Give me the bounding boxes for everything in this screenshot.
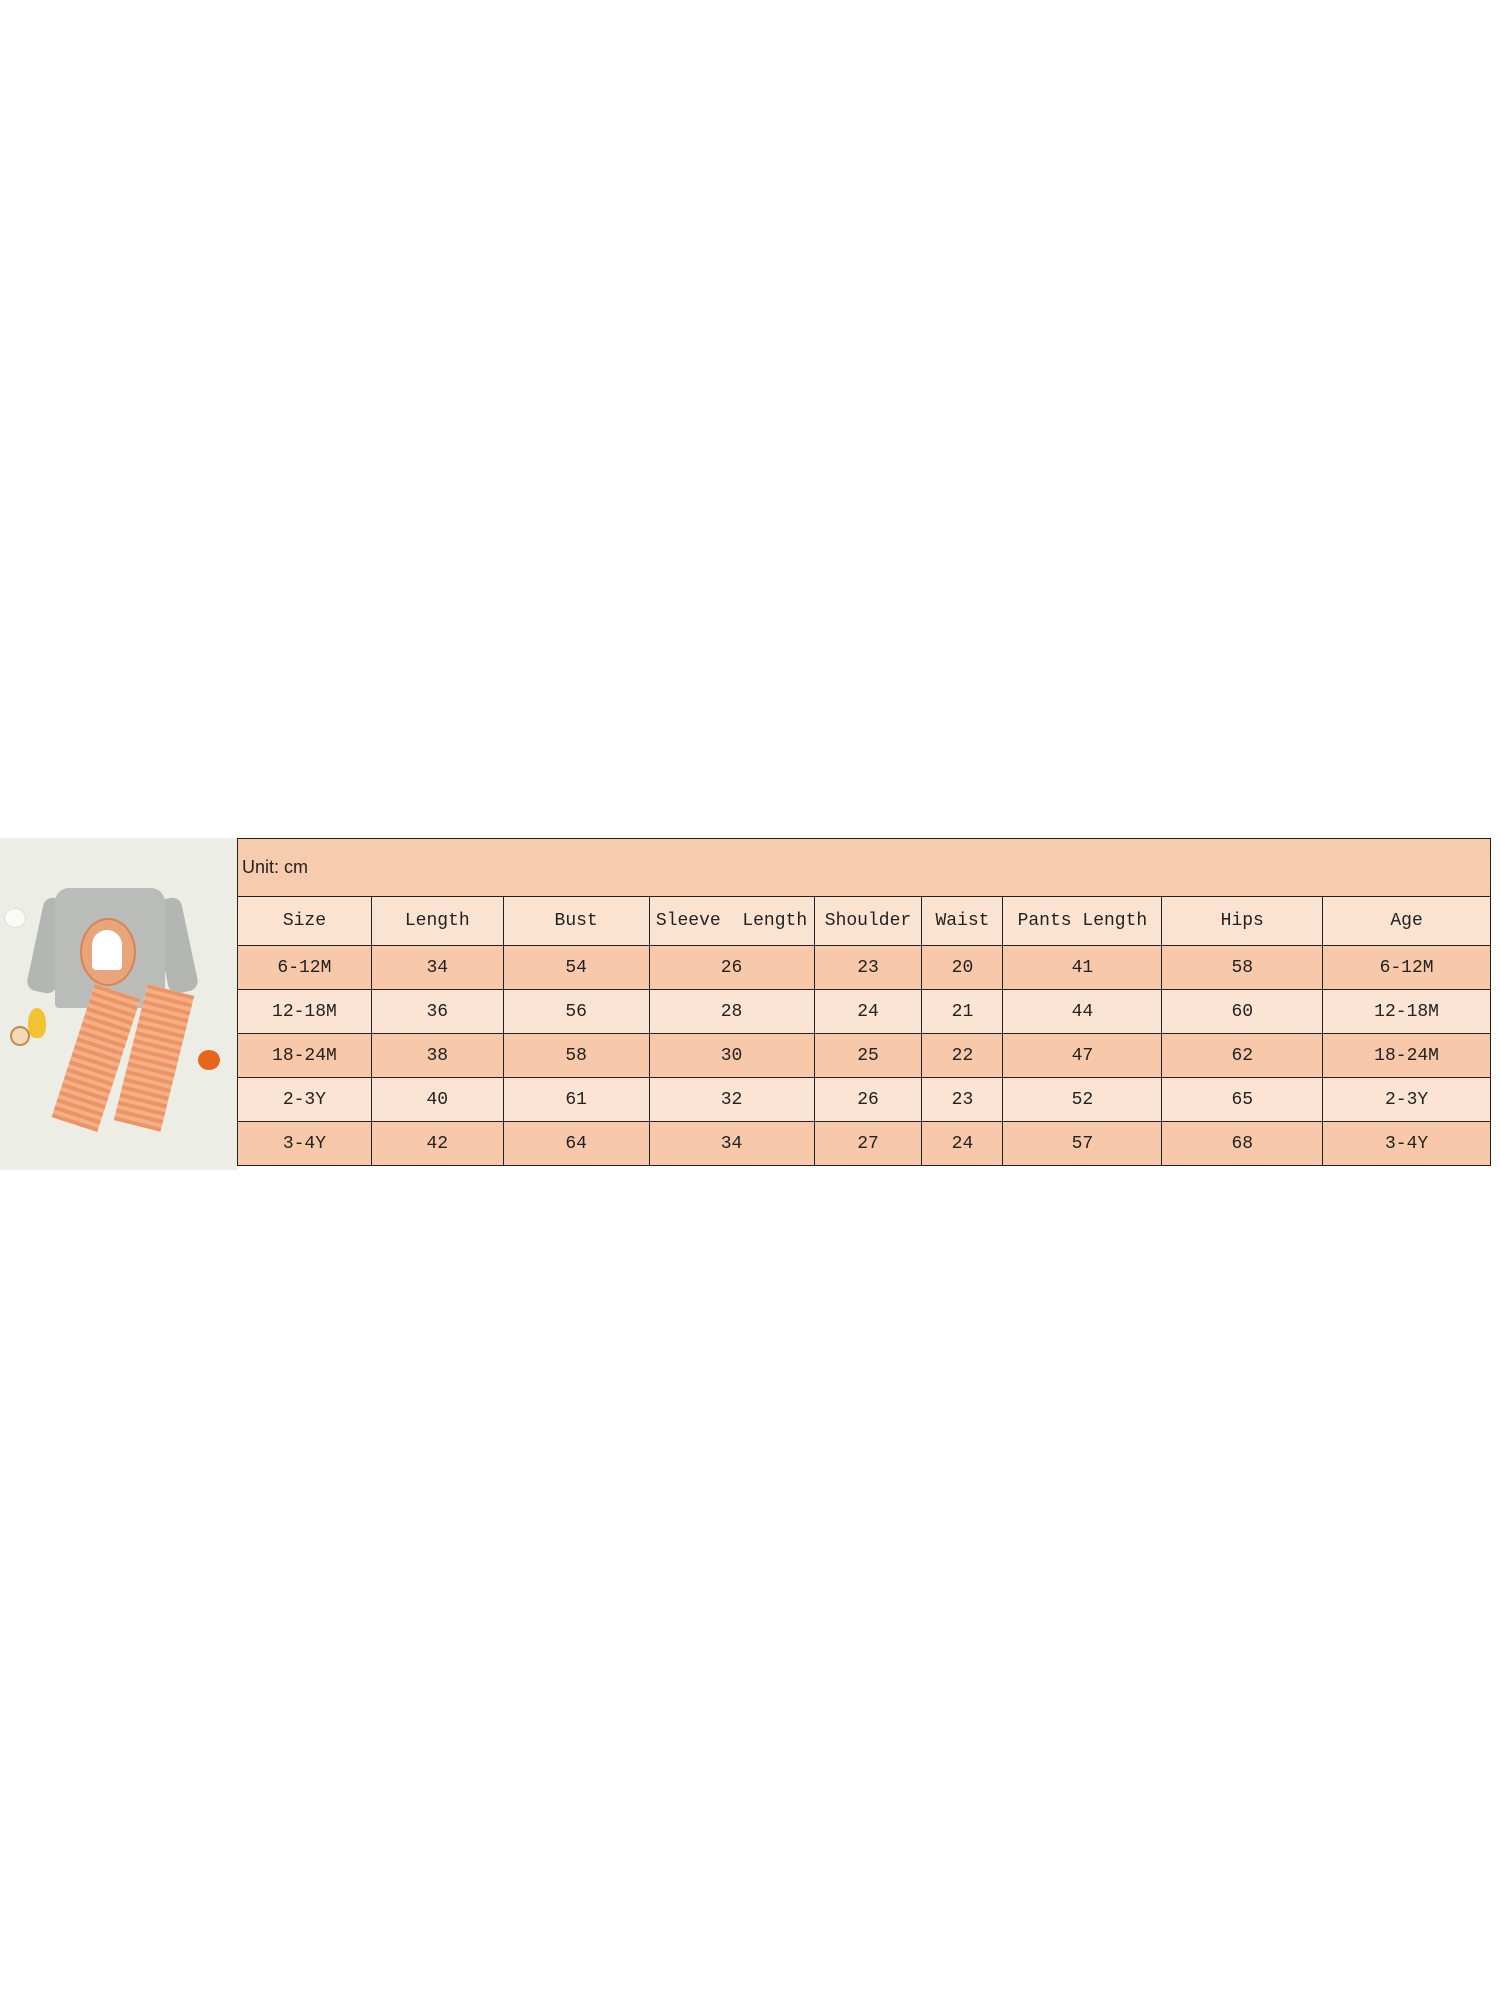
table-cell: 58 xyxy=(1161,945,1324,990)
table-cell: 28 xyxy=(648,989,815,1034)
column-header: Pants Length xyxy=(1002,896,1163,946)
table-cell: 3-4Y xyxy=(1322,1121,1491,1166)
table-cell: 18-24M xyxy=(1322,1033,1491,1078)
column-header: Sleeve Length xyxy=(648,896,815,946)
table-cell: 44 xyxy=(1002,989,1163,1034)
column-header: Bust xyxy=(502,896,650,946)
mini-pumpkin xyxy=(4,908,26,928)
table-cell: 24 xyxy=(813,989,923,1034)
leaf xyxy=(28,1008,46,1038)
table-cell: 12-18M xyxy=(1322,989,1491,1034)
unit-label: Unit: cm xyxy=(237,838,1491,897)
table-cell: 54 xyxy=(502,945,650,990)
table-cell: 41 xyxy=(1002,945,1163,990)
table-cell: 47 xyxy=(1002,1033,1163,1078)
table-cell: 24 xyxy=(921,1121,1004,1166)
table-cell: 22 xyxy=(921,1033,1004,1078)
table-cell: 6-12M xyxy=(1322,945,1491,990)
table-cell: 30 xyxy=(648,1033,815,1078)
table-cell: 60 xyxy=(1161,989,1324,1034)
cookie xyxy=(10,1026,30,1046)
column-header: Waist xyxy=(921,896,1004,946)
table-row: 2-3Y 40 61 32 26 23 52 65 2-3Y xyxy=(237,1077,1491,1122)
table-cell: 21 xyxy=(921,989,1004,1034)
table-cell: 52 xyxy=(1002,1077,1163,1122)
table-cell: 3-4Y xyxy=(237,1121,372,1166)
table-cell: 2-3Y xyxy=(237,1077,372,1122)
header-row: Size Length Bust Sleeve Length Shoulder Waist… xyxy=(237,896,1491,946)
table-cell: 56 xyxy=(502,989,650,1034)
column-header: Age xyxy=(1322,896,1491,946)
table-cell: 65 xyxy=(1161,1077,1324,1122)
table-cell: 38 xyxy=(370,1033,504,1078)
table-cell: 6-12M xyxy=(237,945,372,990)
table-cell: 27 xyxy=(813,1121,923,1166)
table-cell: 20 xyxy=(921,945,1004,990)
table-cell: 42 xyxy=(370,1121,504,1166)
product-photo xyxy=(0,838,237,1170)
table-cell: 57 xyxy=(1002,1121,1163,1166)
table-cell: 62 xyxy=(1161,1033,1324,1078)
table-row: 12-18M 36 56 28 24 21 44 60 12-18M xyxy=(237,989,1491,1034)
table-cell: 61 xyxy=(502,1077,650,1122)
table-cell: 23 xyxy=(921,1077,1004,1122)
column-header: Hips xyxy=(1161,896,1324,946)
size-chart-table: Unit: cm Size Length Bust Sleeve Length Shou… xyxy=(237,838,1491,1166)
table-cell: 23 xyxy=(813,945,923,990)
table-row: 3-4Y 42 64 34 27 24 57 68 3-4Y xyxy=(237,1121,1491,1166)
table-cell: 26 xyxy=(648,945,815,990)
table-cell: 18-24M xyxy=(237,1033,372,1078)
table-cell: 2-3Y xyxy=(1322,1077,1491,1122)
table-row: 18-24M 38 58 30 25 22 47 62 18-24M xyxy=(237,1033,1491,1078)
table-cell: 25 xyxy=(813,1033,923,1078)
table-cell: 64 xyxy=(502,1121,650,1166)
table-cell: 36 xyxy=(370,989,504,1034)
table-cell: 32 xyxy=(648,1077,815,1122)
table-cell: 58 xyxy=(502,1033,650,1078)
table-row: 6-12M 34 54 26 23 20 41 58 6-12M xyxy=(237,945,1491,990)
ghost-applique xyxy=(92,930,122,970)
pumpkin xyxy=(198,1050,220,1070)
unit-row: Unit: cm xyxy=(237,838,1491,897)
table-cell: 12-18M xyxy=(237,989,372,1034)
column-header: Shoulder xyxy=(813,896,923,946)
table-cell: 26 xyxy=(813,1077,923,1122)
table-cell: 34 xyxy=(370,945,504,990)
table-cell: 34 xyxy=(648,1121,815,1166)
column-header: Length xyxy=(370,896,504,946)
column-header: Size xyxy=(237,896,372,946)
table-cell: 68 xyxy=(1161,1121,1324,1166)
table-cell: 40 xyxy=(370,1077,504,1122)
